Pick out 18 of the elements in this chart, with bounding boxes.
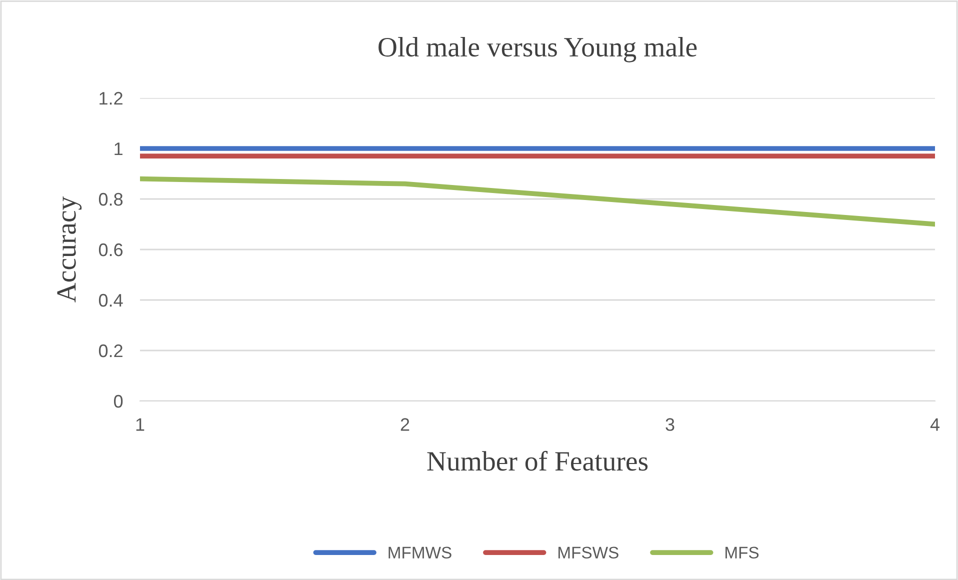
x-tick-label: 2 xyxy=(400,418,410,431)
y-tick-label: 0.4 xyxy=(98,294,123,307)
legend-label: MFS xyxy=(726,546,759,559)
chart-title: Old male versus Young male xyxy=(378,37,697,62)
y-tick-label: 0 xyxy=(114,394,123,408)
y-tick-label: 1 xyxy=(114,142,122,156)
x-tick-label: 1 xyxy=(136,418,144,431)
x-tick-label: 3 xyxy=(666,418,674,431)
legend-label: MFSWS xyxy=(558,546,618,559)
y-tick-label: 0.2 xyxy=(98,344,122,358)
y-tick-label: 0.8 xyxy=(98,192,123,206)
y-tick-label: 1.2 xyxy=(100,92,122,105)
x-axis-title: Number of Features xyxy=(427,450,648,471)
line-series xyxy=(140,176,935,227)
y-axis-title: Accuracy xyxy=(57,196,82,302)
legend-label: MFMWS xyxy=(388,546,452,559)
x-tick-label: 4 xyxy=(930,418,940,431)
y-tick-label: 0.6 xyxy=(98,243,123,256)
